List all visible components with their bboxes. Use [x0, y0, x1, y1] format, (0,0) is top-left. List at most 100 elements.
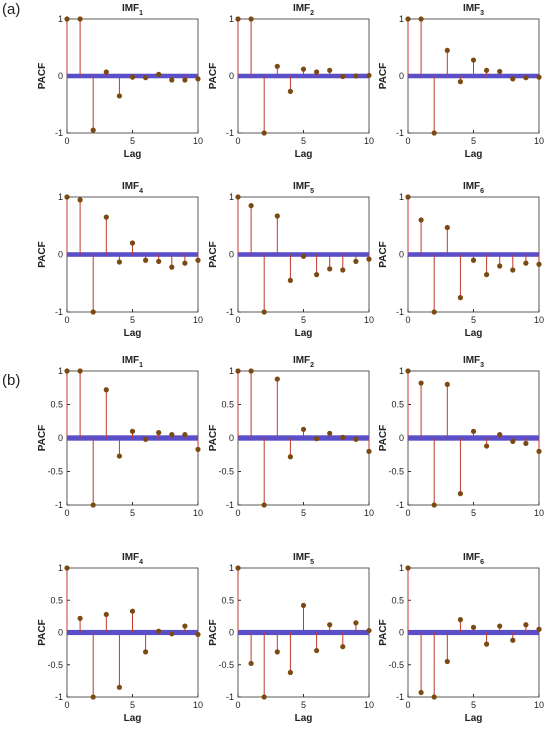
stem-marker — [90, 694, 96, 700]
stem-marker — [77, 368, 83, 374]
x-axis-label: Lag — [465, 149, 483, 160]
stem-marker — [523, 260, 529, 266]
y-tick-label: -1 — [396, 500, 404, 510]
x-axis-label: Lag — [295, 713, 313, 724]
stem-marker — [314, 647, 320, 654]
stem-marker — [457, 295, 463, 301]
stem-marker — [169, 77, 175, 83]
stem-marker — [156, 71, 162, 77]
y-tick-label: 1 — [399, 192, 404, 202]
x-tick-label: 5 — [471, 700, 476, 710]
stem-marker — [169, 631, 175, 637]
stem-marker — [327, 266, 333, 272]
title-subscript: 4 — [139, 188, 143, 195]
y-tick-label: 0.5 — [50, 400, 63, 410]
stem-marker — [405, 368, 411, 374]
y-tick-label: 0.5 — [221, 595, 234, 605]
stem-marker — [405, 565, 411, 571]
stem-marker — [248, 203, 254, 209]
stem-marker — [116, 684, 122, 690]
y-tick-label: 0.5 — [391, 400, 404, 410]
subplot-title: IMF5 — [293, 552, 314, 566]
stem-marker — [353, 258, 359, 264]
stem-marker — [182, 77, 188, 83]
x-tick-label: 5 — [301, 508, 306, 518]
stem-marker — [366, 448, 372, 454]
y-tick-label: -1 — [396, 128, 404, 138]
stem-marker — [77, 16, 83, 22]
stem-marker — [314, 436, 320, 442]
y-axis-label: PACF — [208, 63, 219, 89]
stem-marker — [103, 387, 109, 393]
stem-marker — [156, 628, 162, 634]
stem-marker — [366, 256, 372, 262]
stem-marker — [418, 689, 424, 696]
stem-marker — [235, 194, 241, 200]
x-tick-label: 5 — [301, 315, 306, 325]
stem-marker — [340, 434, 346, 440]
panel-label: (a) — [2, 1, 20, 18]
y-tick-label: -0.5 — [47, 660, 63, 670]
title-subscript: 5 — [310, 188, 314, 195]
panel-label: (b) — [2, 372, 20, 389]
x-tick-label: 10 — [193, 700, 203, 710]
stem-marker — [418, 16, 424, 22]
stem-marker — [248, 368, 254, 374]
y-axis-label: PACF — [378, 241, 389, 267]
stem-marker — [143, 649, 149, 655]
stem-marker — [129, 608, 136, 614]
x-tick-label: 10 — [364, 508, 374, 518]
subplot-title: IMF4 — [122, 181, 143, 195]
stem-marker — [129, 74, 136, 80]
stem-marker — [90, 127, 96, 133]
title-subscript: 6 — [480, 188, 484, 195]
stem-marker — [314, 272, 320, 278]
stem-marker — [300, 426, 307, 432]
stem-marker — [510, 438, 516, 444]
stem-marker — [536, 261, 542, 267]
x-axis-label: Lag — [295, 149, 313, 160]
stem-marker — [353, 620, 359, 626]
subplot-title: IMF6 — [463, 552, 484, 566]
y-axis-label: PACF — [208, 425, 219, 451]
x-tick-label: 0 — [235, 508, 240, 518]
stem-marker — [261, 694, 267, 700]
stem-marker — [261, 309, 267, 315]
stem-marker — [248, 660, 254, 667]
title-subscript: 3 — [480, 362, 484, 369]
y-tick-label: -1 — [55, 692, 63, 702]
x-tick-label: 0 — [405, 136, 410, 146]
y-tick-label: 0.5 — [221, 400, 234, 410]
stem-marker — [470, 57, 477, 63]
stem-marker — [418, 217, 424, 223]
stem-marker — [195, 76, 201, 82]
subplot-title: IMF1 — [122, 355, 143, 369]
stem-marker — [327, 67, 333, 73]
title-subscript: 3 — [480, 10, 484, 17]
stem-marker — [143, 257, 149, 263]
stem-marker — [444, 224, 450, 231]
stem-marker — [116, 259, 122, 265]
y-tick-label: 0 — [399, 433, 404, 443]
x-tick-label: 10 — [193, 315, 203, 325]
stem-marker — [235, 16, 241, 22]
stem-marker — [300, 602, 307, 609]
stem-marker — [353, 73, 359, 79]
y-tick-label: 0 — [229, 250, 234, 260]
y-tick-label: -0.5 — [388, 467, 404, 477]
stem-marker — [143, 436, 149, 442]
y-tick-label: -1 — [55, 307, 63, 317]
stem-marker — [195, 257, 201, 263]
x-tick-label: 5 — [130, 508, 135, 518]
y-tick-label: 1 — [58, 366, 63, 376]
stem-marker — [195, 446, 201, 452]
stem-marker — [340, 73, 346, 80]
stem-marker — [431, 130, 437, 136]
y-tick-label: -0.5 — [47, 467, 63, 477]
stem-marker — [103, 214, 109, 220]
x-tick-label: 5 — [130, 700, 135, 710]
x-axis-label: Lag — [295, 328, 313, 339]
stem-marker — [536, 448, 542, 454]
stem-marker — [366, 627, 372, 634]
stem-marker — [405, 194, 411, 200]
